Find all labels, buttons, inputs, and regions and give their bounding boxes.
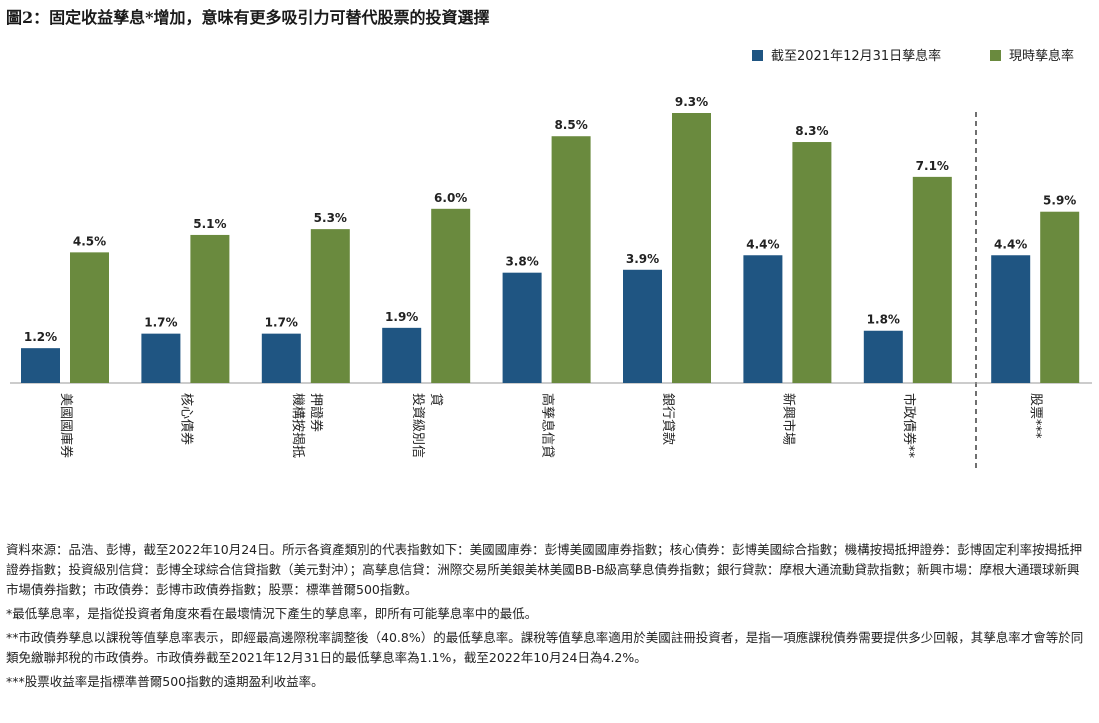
value-label: 4.4%	[994, 237, 1027, 251]
x-tick-label: 市政債券**	[900, 393, 916, 459]
notes: 資料來源：品浩、彭博，截至2022年10月24日。所示各資產類別的代表指數如下：…	[6, 540, 1091, 696]
value-label: 1.7%	[144, 316, 177, 330]
x-tick-label: 核心債券	[178, 393, 194, 446]
value-label: 8.5%	[554, 118, 587, 132]
value-label: 9.3%	[675, 95, 708, 109]
footnote: 資料來源：品浩、彭博，截至2022年10月24日。所示各資產類別的代表指數如下：…	[6, 542, 1083, 597]
bar	[912, 176, 952, 383]
footnote: ***股票收益率是指標準普爾500指數的遠期盈利收益率。	[6, 674, 324, 689]
bar	[743, 255, 783, 383]
chart-title: 圖2：固定收益孳息*增加，意味有更多吸引力可替代股票的投資選擇	[6, 8, 490, 27]
x-tick-label: 新興市場	[780, 393, 796, 446]
value-label: 5.1%	[193, 217, 226, 231]
value-label: 4.5%	[73, 234, 106, 248]
x-tick-label: 美國國庫券	[58, 393, 73, 459]
x-tick-label: 機構按揭抵押證券	[289, 393, 323, 459]
value-label: 1.7%	[265, 316, 298, 330]
value-label: 3.9%	[626, 252, 659, 266]
bar	[261, 333, 301, 383]
x-tick-label: 銀行貸款	[660, 393, 675, 446]
value-label: 5.3%	[314, 211, 347, 225]
bar	[431, 208, 471, 383]
x-tick-label: 股票***	[1028, 393, 1044, 439]
footnote: **市政債券孳息以課稅等值孳息率表示，即經最高邊際稅率調整後（40.8%）的最低…	[6, 630, 1084, 665]
bar	[21, 348, 60, 383]
bar	[502, 272, 542, 383]
bar	[382, 327, 422, 383]
chart: 截至2021年12月31日孳息率 現時孳息率 1.2% 4.5% 1.7% 5.1% 1.7…	[10, 48, 1092, 470]
value-label: 4.4%	[746, 237, 779, 251]
value-label: 8.3%	[795, 124, 828, 138]
value-label: 3.8%	[505, 255, 538, 269]
bar	[141, 333, 181, 383]
bar	[623, 269, 662, 383]
bar	[991, 255, 1031, 383]
legend-swatch	[990, 50, 1001, 61]
legend-swatch	[752, 50, 763, 61]
bar	[672, 113, 711, 383]
bar	[792, 142, 832, 383]
bar	[310, 229, 350, 383]
bar	[70, 252, 109, 383]
value-label: 7.1%	[916, 159, 949, 173]
value-label: 1.2%	[24, 330, 57, 344]
legend-label: 截至2021年12月31日孳息率	[771, 48, 941, 64]
legend-label: 現時孳息率	[1009, 48, 1074, 64]
value-label: 1.9%	[385, 310, 418, 324]
x-tick-label: 投資級別信貸	[410, 393, 444, 459]
bar	[190, 234, 230, 383]
bar	[551, 136, 591, 383]
x-tick-label: 高孳息信貸	[539, 393, 555, 459]
footnote: *最低孳息率，是指從投資者角度來看在最壞情況下產生的孳息率，即所有可能孳息率中的…	[6, 606, 538, 621]
value-label: 1.8%	[867, 313, 900, 327]
value-label: 5.9%	[1043, 194, 1076, 208]
value-label: 6.0%	[434, 191, 467, 205]
bar	[863, 330, 903, 383]
bar	[1040, 211, 1080, 383]
